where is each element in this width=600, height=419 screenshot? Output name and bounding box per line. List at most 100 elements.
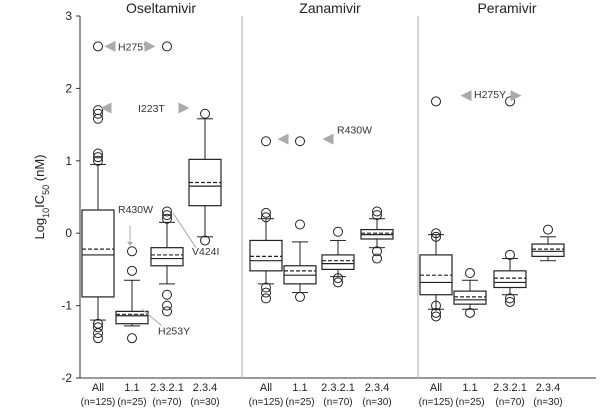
panel-title: Peramivir bbox=[477, 0, 536, 16]
outlier-point bbox=[505, 249, 515, 260]
annotation-layer: H275Y I223T R430W V424I H253Y R430W H275Y bbox=[100, 40, 522, 338]
outlier-point bbox=[372, 210, 382, 221]
outlier-point bbox=[431, 96, 441, 107]
outlier-point bbox=[431, 228, 441, 239]
outlier-point bbox=[372, 253, 382, 264]
outlier-point bbox=[295, 291, 305, 302]
panel-title: Oseltamivir bbox=[126, 0, 196, 16]
outlier-point bbox=[465, 268, 475, 279]
y-tick-label: -2 bbox=[61, 371, 72, 385]
box-2-3-2-1: 2.3.2.1 (n=70) bbox=[150, 41, 184, 408]
panel-zanamivir: Zanamivir All (n=125) 1.1 (n=25) 2.3.2.1 (n=70… bbox=[249, 0, 394, 408]
outlier-point bbox=[261, 287, 271, 298]
annotation-h275y: H275Y bbox=[118, 41, 150, 53]
x-tick-count: (n=30) bbox=[533, 397, 562, 408]
panel-layer: Oseltamivir All (n=125) 1.1 (n=25) 2.3.2.1 (n=… bbox=[81, 0, 565, 408]
box-2-3-2-1: 2.3.2.1 (n=70) bbox=[321, 226, 355, 408]
outlier-point bbox=[93, 333, 103, 344]
box-1-1: 1.1 (n=25) bbox=[283, 136, 317, 408]
outlier-point bbox=[505, 293, 515, 304]
x-tick-count: (n=30) bbox=[362, 397, 391, 408]
x-tick-label: 1.1 bbox=[462, 382, 477, 394]
outlier-point bbox=[261, 136, 271, 147]
outlier-point bbox=[162, 213, 172, 224]
outlier-point bbox=[505, 96, 515, 107]
outlier-point bbox=[127, 265, 137, 276]
x-tick-label: 2.3.4 bbox=[536, 382, 560, 394]
v424i-arrow bbox=[172, 212, 197, 248]
outlier-point bbox=[93, 155, 103, 166]
outlier-point bbox=[261, 212, 271, 223]
x-tick-label: 2.3.4 bbox=[193, 382, 217, 394]
h275y-marker-right bbox=[144, 40, 156, 52]
outlier-point bbox=[93, 148, 103, 159]
outlier-point bbox=[162, 306, 172, 317]
y-tick-label: 1 bbox=[65, 154, 72, 168]
iqr-box bbox=[249, 239, 283, 272]
iqr-box bbox=[321, 254, 355, 270]
outlier-point bbox=[162, 300, 172, 311]
outlier-point bbox=[127, 333, 137, 344]
outlier-point bbox=[162, 210, 172, 221]
iqr-box bbox=[150, 247, 184, 267]
iqr-box bbox=[115, 310, 149, 325]
x-tick-count: (n=25) bbox=[117, 397, 146, 408]
box-2-3-2-1: 2.3.2.1 (n=70) bbox=[493, 96, 527, 408]
outlier-point bbox=[93, 41, 103, 52]
x-tick-label: 2.3.2.1 bbox=[493, 382, 527, 394]
x-tick-label: 1.1 bbox=[124, 382, 139, 394]
box-1-1: 1.1 (n=25) bbox=[115, 246, 149, 408]
outlier-point bbox=[162, 289, 172, 300]
panel-oseltamivir: Oseltamivir All (n=125) 1.1 (n=25) 2.3.2.1 (n=… bbox=[81, 0, 222, 408]
annotation-r430w: R430W bbox=[118, 204, 153, 216]
outlier-point bbox=[261, 207, 271, 218]
outlier-point bbox=[162, 206, 172, 217]
x-tick-count: (n=25) bbox=[455, 397, 484, 408]
box-2-3-4: 2.3.4 (n=30) bbox=[188, 108, 222, 408]
outlier-point bbox=[333, 277, 343, 288]
outlier-point bbox=[431, 300, 441, 311]
y-tick-label: -1 bbox=[61, 299, 72, 313]
x-tick-count: (n=25) bbox=[285, 397, 314, 408]
outlier-point bbox=[93, 105, 103, 116]
panel-peramivir: Peramivir All (n=125) 1.1 (n=25) 2.3.2.1 (n=70… bbox=[419, 0, 565, 408]
outlier-point bbox=[295, 136, 305, 147]
x-tick-count: (n=125) bbox=[81, 397, 116, 408]
h253y-arrow bbox=[141, 308, 163, 327]
h275y-marker-left bbox=[104, 40, 116, 52]
x-tick-count: (n=70) bbox=[323, 397, 352, 408]
outlier-point bbox=[333, 273, 343, 284]
x-tick-count: (n=125) bbox=[419, 397, 454, 408]
outlier-point bbox=[261, 293, 271, 304]
outlier-point bbox=[93, 113, 103, 124]
outlier-point bbox=[431, 307, 441, 318]
annotation-zana-r430w: R430W bbox=[337, 124, 372, 136]
axis-layer: -2 -1 0 1 2 3 Log10IC50 (nM) bbox=[32, 9, 596, 385]
x-tick-label: All bbox=[430, 382, 442, 394]
outlier-point bbox=[162, 41, 172, 52]
x-tick-count: (n=70) bbox=[495, 397, 524, 408]
y-tick-label: 3 bbox=[65, 9, 72, 23]
box-2-3-4: 2.3.4 (n=30) bbox=[360, 206, 394, 408]
outlier-point bbox=[543, 224, 553, 235]
outlier-point bbox=[505, 296, 515, 307]
box-All: All (n=125) bbox=[81, 41, 116, 408]
outlier-point bbox=[431, 311, 441, 322]
outlier-point bbox=[333, 226, 343, 237]
pera-h275y-marker-right bbox=[510, 90, 522, 102]
y-tick-label: 0 bbox=[65, 226, 72, 240]
iqr-box bbox=[531, 243, 565, 257]
box-1-1: 1.1 (n=25) bbox=[453, 268, 487, 408]
outlier-point bbox=[93, 322, 103, 333]
x-tick-label: All bbox=[260, 382, 272, 394]
outlier-point bbox=[93, 108, 103, 119]
zana-r430w-marker bbox=[277, 133, 289, 145]
y-axis-label: Log10IC50 (nM) bbox=[32, 154, 51, 239]
iqr-box bbox=[493, 270, 527, 289]
iqr-box bbox=[81, 209, 115, 298]
outlier-point bbox=[372, 246, 382, 257]
outlier-point bbox=[261, 282, 271, 293]
x-tick-label: 1.1 bbox=[292, 382, 307, 394]
annotation-h253y: H253Y bbox=[158, 326, 190, 338]
